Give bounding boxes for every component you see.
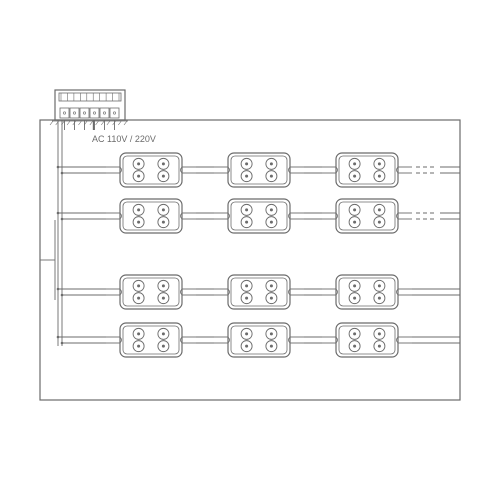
led-module [322,323,412,357]
led-module [214,153,304,187]
led-module [322,153,412,187]
led-module [214,275,304,309]
led-module [106,275,196,309]
led-module [214,323,304,357]
led-module [106,153,196,187]
ac-voltage-label: AC 110V / 220V [92,134,156,144]
led-module [106,323,196,357]
wiring-diagram: AC 110V / 220V [0,0,500,500]
led-module [322,199,412,233]
led-module [106,199,196,233]
led-module [322,275,412,309]
led-module [214,199,304,233]
